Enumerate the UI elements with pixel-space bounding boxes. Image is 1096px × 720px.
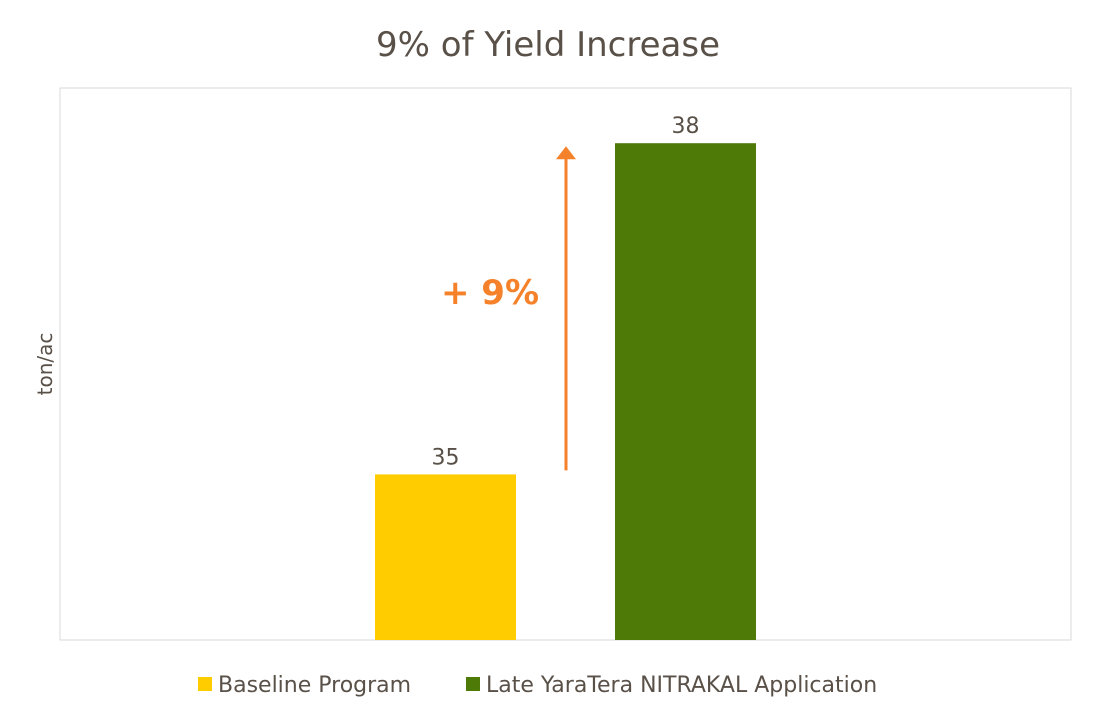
legend-label-0: Baseline Program	[218, 673, 411, 698]
chart-title: 9% of Yield Increase	[376, 25, 720, 65]
arrow-head-icon	[556, 146, 576, 160]
y-axis-label: ton/ac	[33, 333, 57, 396]
legend-swatch-1	[466, 677, 480, 691]
data-label-1: 38	[672, 114, 700, 139]
bar-0	[375, 474, 516, 640]
legend-swatch-0	[198, 677, 212, 691]
plot-area	[59, 87, 1072, 641]
legend-label-1: Late YaraTera NITRAKAL Application	[486, 673, 877, 698]
increase-annotation: + 9%	[441, 273, 539, 313]
bar-1	[615, 143, 756, 640]
data-label-0: 35	[432, 445, 460, 470]
